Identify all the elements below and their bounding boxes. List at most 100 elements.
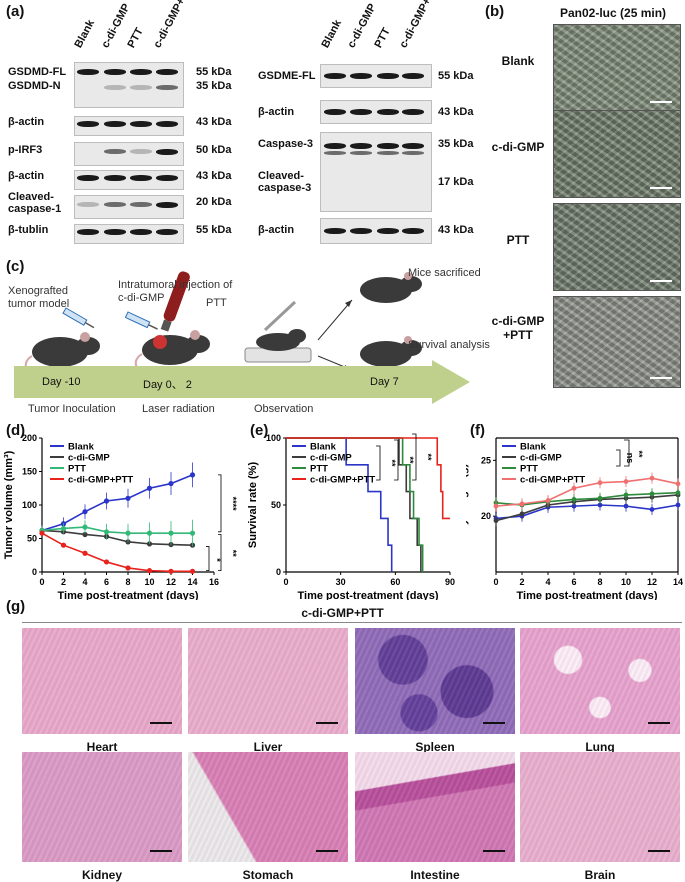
lane-header: Blank: [319, 17, 345, 50]
scale-bar: [150, 722, 172, 724]
organ-label: Kidney: [81, 868, 122, 882]
timeline-arrow: [14, 360, 470, 404]
sig-label: *: [212, 558, 222, 562]
blot-band: [130, 69, 152, 75]
mouse-icon: [360, 336, 422, 367]
panel-g-divider: [22, 622, 682, 623]
blot-band: [350, 143, 372, 149]
blot-strip: [74, 195, 184, 219]
sig-bracket: [206, 546, 210, 572]
x-axis-title: Time post-treatment (days): [298, 590, 439, 600]
data-point: [168, 480, 174, 487]
data-point: [103, 498, 110, 504]
legend-label: PTT: [520, 464, 538, 475]
sig-bracket: [218, 534, 222, 572]
organ-label: Stomach: [242, 868, 294, 882]
organ-label: Spleen: [415, 740, 455, 754]
data-point: [597, 480, 603, 486]
schematic-diagram: [14, 271, 470, 404]
survival-curve: [286, 437, 422, 572]
organ-label: Liver: [253, 740, 283, 754]
kda-label: 43 kDa: [196, 116, 232, 128]
x-axis-title: Time post-treatment (days): [58, 590, 199, 600]
x-tick-label: 0: [39, 577, 44, 587]
y-tick-label: 25: [481, 455, 491, 465]
data-point: [125, 530, 131, 536]
data-point: [39, 530, 45, 536]
data-point: [146, 568, 153, 574]
histology-image: [22, 628, 182, 734]
scale-bar: [650, 187, 672, 189]
survival-chart: 0 30 60 90 0 50 100 Time post-treatment (days) S…: [247, 433, 455, 600]
blot-band: [350, 109, 372, 115]
blot-band: [377, 151, 399, 155]
blot-band: [156, 121, 178, 127]
legend-label: PTT: [310, 464, 328, 475]
blot-band: [77, 175, 99, 181]
scale-bar: [648, 850, 670, 852]
blot-strip: [74, 116, 184, 136]
data-point: [675, 481, 681, 487]
ptt-label: PTT: [206, 297, 227, 309]
blot-band: [130, 149, 152, 154]
syringe-icon: [62, 307, 95, 329]
sacrificed-label: Mice sacrificed: [408, 267, 481, 279]
blot-band: [324, 109, 346, 115]
kda-label: 20 kDa: [196, 196, 232, 208]
organ-label: Intestine: [410, 868, 460, 882]
blot-band: [350, 73, 372, 79]
series-line: [495, 491, 679, 506]
legend-label: c-di-GMP+PTT: [310, 475, 375, 486]
y-tick-label: 100: [22, 500, 37, 510]
scale-bar: [650, 377, 672, 379]
blot-band: [402, 143, 424, 149]
sig-label: **: [405, 456, 415, 464]
series-line: [41, 474, 193, 532]
data-point: [649, 475, 655, 481]
data-point: [493, 503, 499, 509]
kda-label: 50 kDa: [196, 144, 232, 156]
x-tick-label: 0: [283, 577, 288, 587]
data-point: [82, 550, 88, 556]
tumor-volume-chart: 0 2 4 6 8 10 12 14 16 0 50 100 150 200 Time post-treat…: [3, 433, 238, 600]
lane-header: c-di-GMP+PTT: [151, 0, 198, 51]
injection-label: Intratumoral injection of c-di-GMP: [118, 279, 233, 304]
data-point: [571, 485, 577, 491]
scale-bar: [483, 850, 505, 852]
microscopy-row-label: PTT: [506, 233, 530, 247]
scale-bar: [316, 722, 338, 724]
histology-image: [520, 752, 680, 862]
blot-band: [402, 73, 424, 79]
sig-bracket: [616, 449, 621, 467]
syringe-icon: [124, 311, 158, 330]
data-point: [623, 503, 629, 509]
blot-band: [324, 73, 346, 79]
histology-image: [22, 752, 182, 862]
phase-tumor-inoculation: Tumor Inoculation: [28, 403, 116, 415]
xenograft-label: Xenografted tumor model: [8, 285, 70, 310]
data-point: [519, 511, 525, 517]
sig-bracket: [624, 439, 630, 467]
panel-e-label: (e): [250, 422, 269, 439]
scale-bar: [650, 101, 672, 103]
blot-band: [130, 121, 152, 127]
data-point: [103, 559, 110, 565]
data-point: [82, 531, 88, 538]
x-tick-label: 6: [104, 577, 109, 587]
blot-band: [156, 175, 178, 181]
survival-curve: [286, 437, 393, 572]
kda-label: 43 kDa: [438, 106, 474, 118]
x-tick-label: 14: [673, 577, 683, 587]
blot-band: [77, 229, 99, 235]
panel-a-label: (a): [6, 3, 25, 20]
mouse-icon: [360, 272, 422, 303]
histology-image: [188, 752, 348, 862]
x-tick-label: 90: [445, 577, 455, 587]
legend-label: c-di-GMP+PTT: [68, 475, 133, 486]
blot-band: [377, 109, 399, 115]
data-point: [60, 542, 67, 548]
data-point: [189, 568, 196, 574]
blot-row-label: β-actin: [8, 170, 45, 182]
series-line: [41, 526, 193, 534]
blot-row-label: β-actin: [258, 224, 295, 236]
